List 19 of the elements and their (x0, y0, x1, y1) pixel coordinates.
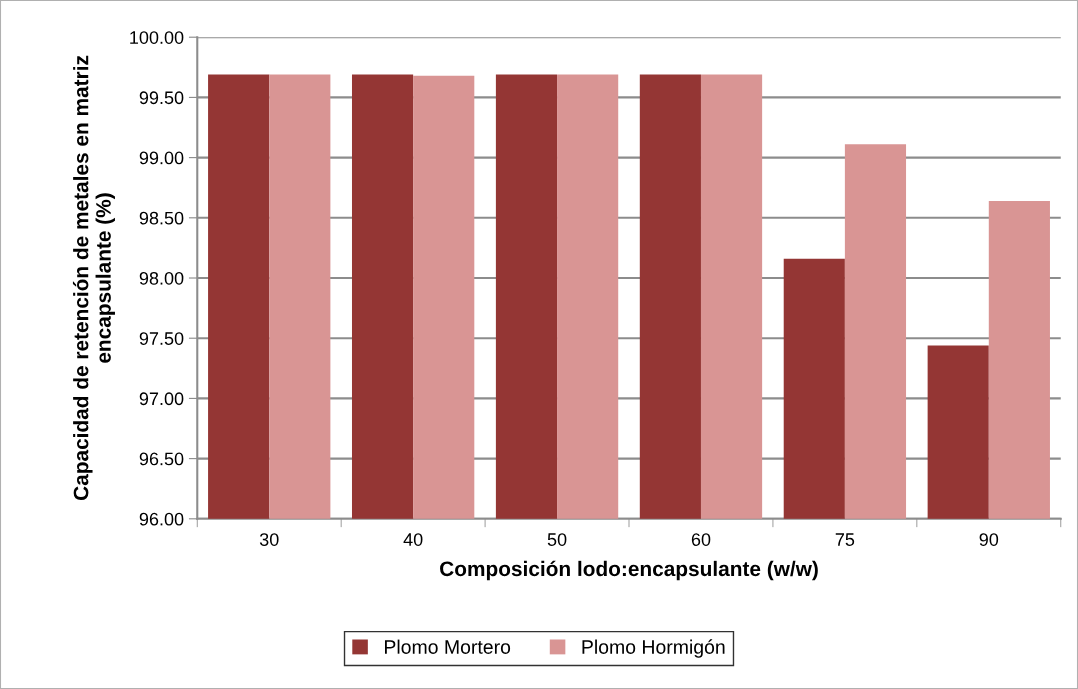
x-tick-label: 50 (547, 533, 567, 546)
y-tick-label: 96.00 (139, 512, 184, 526)
x-axis-title: Composición lodo:encapsulante (w/w) (440, 560, 818, 581)
legend-label: Plomo Mortero (385, 639, 511, 654)
x-tick-label: 60 (691, 533, 711, 546)
x-tick-label: 90 (979, 533, 999, 546)
x-tick-label: 40 (403, 533, 423, 546)
y-tick-label: 100.00 (130, 31, 184, 44)
x-tick-label: 75 (835, 533, 855, 546)
y-tick-label: 97.00 (139, 392, 184, 406)
y-tick-label: 98.50 (139, 211, 184, 225)
x-tick-label: 30 (259, 533, 279, 546)
y-tick-label: 99.50 (139, 91, 184, 105)
y-tick-label: 98.00 (139, 271, 184, 285)
y-axis-title: Capacidad de retención de metales en matriz encapsulante (%) (72, 55, 115, 501)
legend-label: Plomo Hormigón (582, 639, 725, 658)
y-tick-label: 96.50 (139, 452, 184, 466)
y-tick-label: 99.00 (139, 151, 184, 165)
y-tick-label: 97.50 (139, 332, 184, 345)
